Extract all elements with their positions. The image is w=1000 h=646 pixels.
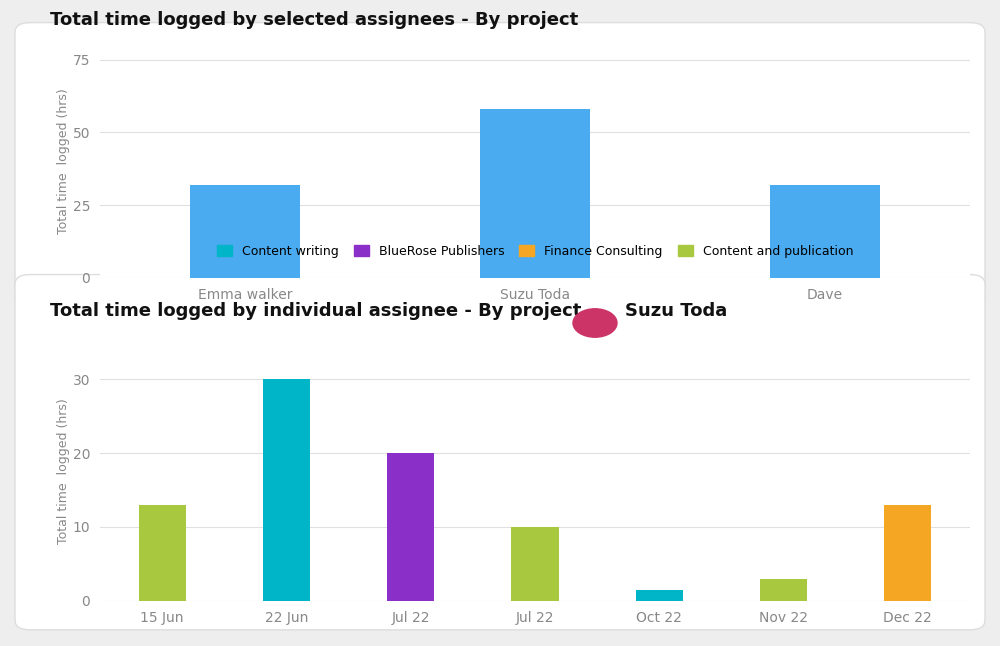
Bar <box>884 505 931 601</box>
Bar <box>760 579 807 601</box>
Bar <box>139 505 186 601</box>
Text: Total time logged by selected assignees - By project: Total time logged by selected assignees … <box>50 11 578 29</box>
Bar <box>190 185 300 278</box>
Bar <box>387 453 434 601</box>
Bar <box>263 379 310 601</box>
Text: Suzu Toda: Suzu Toda <box>625 302 727 320</box>
Bar <box>511 527 559 601</box>
Text: Total time logged by individual assignee - By project: Total time logged by individual assignee… <box>50 302 581 320</box>
Bar <box>636 590 683 601</box>
Y-axis label: Total time  logged (hrs): Total time logged (hrs) <box>57 399 70 545</box>
Bar <box>770 185 880 278</box>
Y-axis label: Total time  logged (hrs): Total time logged (hrs) <box>57 89 70 234</box>
Bar <box>480 109 590 278</box>
Legend: Content writing, BlueRose Publishers, Finance Consulting, Content and publicatio: Content writing, BlueRose Publishers, Fi… <box>212 240 858 263</box>
